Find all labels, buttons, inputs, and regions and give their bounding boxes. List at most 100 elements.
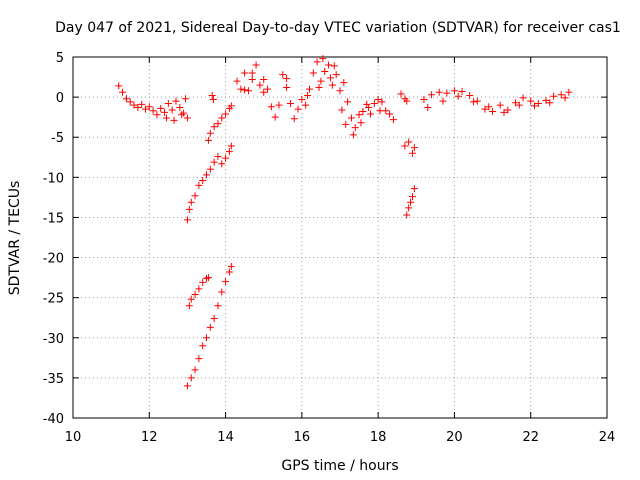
plot-frame bbox=[72, 56, 608, 419]
data-point bbox=[210, 158, 218, 166]
data-point bbox=[359, 108, 367, 116]
y-tick-label: -10 bbox=[43, 171, 64, 186]
y-tick-label: -20 bbox=[43, 252, 64, 267]
data-point bbox=[141, 105, 149, 113]
data-point bbox=[534, 100, 542, 108]
data-point bbox=[241, 69, 249, 77]
data-point bbox=[180, 109, 188, 117]
data-point bbox=[203, 171, 210, 179]
data-point bbox=[542, 96, 550, 104]
data-point bbox=[168, 106, 176, 114]
data-point bbox=[403, 97, 411, 105]
data-points bbox=[115, 55, 573, 390]
data-point bbox=[355, 111, 363, 119]
data-point bbox=[374, 96, 382, 104]
data-point bbox=[557, 91, 565, 99]
data-point bbox=[428, 91, 436, 99]
series-main-early bbox=[115, 82, 191, 124]
data-point bbox=[376, 107, 384, 115]
data-point bbox=[424, 104, 432, 112]
data-point bbox=[290, 115, 298, 123]
y-tick-label: 5 bbox=[56, 51, 64, 66]
data-point bbox=[403, 211, 411, 219]
data-point bbox=[351, 124, 359, 132]
series-main-late bbox=[420, 87, 573, 116]
series-deep-b bbox=[183, 262, 235, 390]
series-main-mid bbox=[233, 58, 409, 132]
data-point bbox=[214, 120, 222, 128]
data-point bbox=[199, 342, 207, 350]
data-point bbox=[264, 85, 272, 93]
data-point bbox=[203, 274, 210, 282]
data-point bbox=[365, 104, 373, 112]
data-point bbox=[443, 89, 451, 97]
data-point bbox=[191, 290, 199, 298]
data-point bbox=[328, 81, 336, 89]
data-point bbox=[260, 75, 268, 83]
data-point bbox=[233, 77, 241, 85]
data-point bbox=[267, 103, 275, 111]
data-point bbox=[206, 165, 214, 173]
x-tick-label: 24 bbox=[599, 430, 616, 445]
data-point bbox=[199, 278, 207, 286]
data-point bbox=[500, 108, 508, 116]
data-point bbox=[191, 366, 199, 374]
data-point bbox=[241, 86, 249, 94]
series-main-mid-2 bbox=[241, 55, 411, 139]
x-tick-label: 18 bbox=[370, 430, 387, 445]
data-point bbox=[305, 85, 313, 93]
data-point bbox=[344, 98, 352, 106]
data-point bbox=[204, 274, 212, 282]
data-point bbox=[185, 205, 193, 213]
data-point bbox=[225, 268, 233, 276]
data-point bbox=[182, 95, 190, 103]
data-point bbox=[527, 97, 535, 105]
data-point bbox=[283, 75, 291, 83]
data-point bbox=[338, 106, 346, 114]
data-point bbox=[304, 92, 312, 100]
data-point bbox=[410, 185, 418, 193]
data-point bbox=[283, 83, 291, 91]
x-tick-label: 12 bbox=[141, 430, 158, 445]
y-tick-label: -30 bbox=[43, 332, 64, 347]
data-point bbox=[237, 85, 245, 93]
data-point bbox=[317, 77, 325, 85]
data-point bbox=[203, 334, 210, 342]
data-point bbox=[481, 105, 489, 113]
data-point bbox=[405, 138, 413, 146]
x-tick-labels: 10 12 14 16 18 20 22 24 bbox=[65, 430, 616, 445]
data-point bbox=[271, 113, 279, 121]
data-point bbox=[248, 75, 256, 83]
data-point bbox=[466, 92, 474, 100]
data-point bbox=[389, 116, 397, 124]
data-point bbox=[410, 144, 418, 152]
data-point bbox=[145, 103, 153, 111]
data-point bbox=[115, 82, 123, 90]
chart-title: Day 047 of 2021, Sidereal Day-to-day VTE… bbox=[55, 20, 621, 36]
data-point bbox=[218, 160, 226, 168]
grid-lines bbox=[73, 57, 607, 418]
data-point bbox=[315, 83, 323, 91]
data-point bbox=[138, 100, 146, 108]
data-point bbox=[298, 96, 306, 104]
data-point bbox=[397, 90, 405, 98]
data-point bbox=[172, 97, 180, 105]
data-point bbox=[340, 79, 348, 87]
data-point bbox=[227, 102, 235, 110]
series-main-b bbox=[204, 92, 235, 144]
data-point bbox=[347, 114, 355, 122]
data-point bbox=[485, 103, 493, 111]
data-point bbox=[321, 67, 329, 75]
data-point bbox=[199, 177, 207, 185]
data-point bbox=[420, 96, 428, 104]
data-point bbox=[187, 374, 195, 382]
data-point bbox=[209, 96, 217, 104]
series-gap-segment bbox=[401, 138, 418, 219]
data-point bbox=[206, 323, 214, 331]
data-point bbox=[210, 123, 218, 131]
data-point bbox=[178, 111, 186, 119]
data-point bbox=[161, 108, 169, 116]
data-point bbox=[248, 69, 256, 77]
data-point bbox=[546, 99, 554, 107]
data-point bbox=[218, 288, 226, 296]
